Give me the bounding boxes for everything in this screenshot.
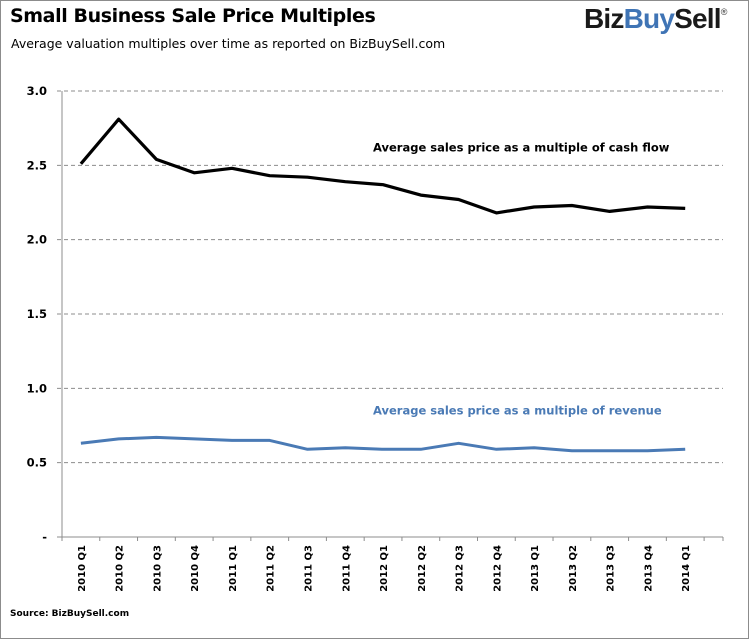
logo-registered-mark: ®	[720, 7, 728, 17]
axes	[57, 91, 724, 541]
chart-subtitle: Average valuation multiples over time as…	[11, 36, 446, 51]
y-tick-label: 2.0	[27, 233, 47, 247]
gridlines	[57, 90, 723, 464]
x-tick-label: 2013 Q4	[643, 545, 654, 592]
x-tick-label: 2011 Q2	[266, 545, 277, 592]
y-tick-labels: - 0.5 1.0 1.5 2.0 2.5 3.0	[27, 84, 48, 544]
x-tick-label: 2011 Q4	[341, 545, 352, 592]
x-tick-label: 2013 Q1	[530, 545, 541, 592]
x-tick-label: 2010 Q1	[77, 545, 88, 592]
y-tick-label: 3.0	[27, 84, 47, 98]
y-tick-label: 2.5	[27, 158, 47, 172]
cash-flow-annotation: Average sales price as a multiple of cas…	[373, 140, 670, 154]
logo-biz: Biz	[584, 3, 624, 34]
y-tick-label: 1.0	[27, 381, 47, 395]
x-tick-label: 2012 Q2	[417, 545, 428, 592]
y-tick-label: 0.5	[27, 456, 47, 470]
x-tick-label: 2010 Q2	[115, 545, 126, 592]
x-tick-label: 2013 Q3	[606, 545, 617, 592]
x-tick-label: 2010 Q3	[152, 545, 163, 592]
logo-buy: Buy	[623, 3, 675, 34]
x-tick-labels: 2010 Q1 2010 Q2 2010 Q3 2010 Q4 2011 Q1 2011 …	[77, 545, 692, 592]
revenue-annotation: Average sales price as a multiple of rev…	[373, 404, 662, 418]
x-tick-label: 2014 Q1	[681, 545, 692, 592]
x-tick-label: 2011 Q1	[228, 545, 239, 592]
x-tick-label: 2011 Q3	[304, 545, 315, 592]
revenue-multiple-line	[80, 435, 686, 453]
logo-sell: Sell	[674, 3, 721, 34]
x-tick-label: 2012 Q1	[379, 545, 390, 592]
annotations: Average sales price as a multiple of cas…	[373, 140, 670, 417]
bizbuysell-logo: BizBuySell®	[584, 3, 727, 35]
x-tick-label: 2012 Q4	[492, 545, 503, 592]
x-tick-label: 2012 Q3	[455, 545, 466, 592]
x-tick-label: 2013 Q2	[568, 545, 579, 592]
chart-title: Small Business Sale Price Multiples	[10, 5, 376, 27]
x-tick-label: 2010 Q4	[190, 545, 201, 592]
y-tick-label: 1.5	[27, 307, 47, 321]
source-note: Source: BizBuySell.com	[10, 609, 130, 619]
y-tick-label: -	[42, 530, 47, 544]
cash-flow-multiple-line	[79, 117, 686, 215]
series-lines	[79, 117, 686, 453]
